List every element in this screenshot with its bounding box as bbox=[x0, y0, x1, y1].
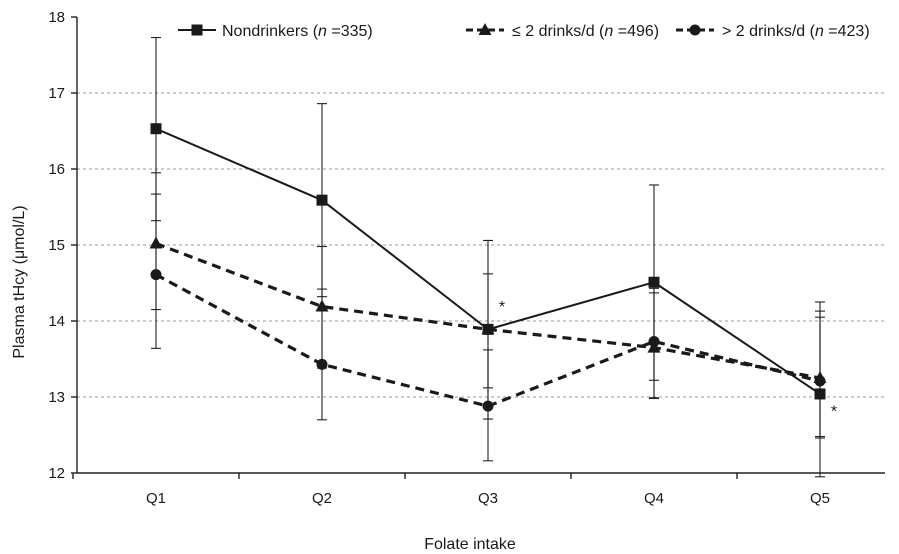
gridlines bbox=[77, 92, 885, 398]
legend: Nondrinkers (n =335) ≤ 2 drinks/d (n =496… bbox=[178, 23, 870, 40]
legend-marker-triangle bbox=[478, 23, 492, 35]
data-point-triangle bbox=[315, 299, 329, 312]
data-point-circle bbox=[482, 400, 494, 412]
legend-marker-circle bbox=[689, 24, 701, 36]
legend-label: Nondrinkers (n =335) bbox=[222, 23, 373, 40]
data-point-square bbox=[814, 388, 826, 400]
y-tick-label: 16 bbox=[48, 161, 65, 178]
legend-label: ≤ 2 drinks/d (n =496) bbox=[512, 23, 659, 40]
y-tick-label: 12 bbox=[48, 465, 65, 482]
y-tick-label: 14 bbox=[48, 313, 65, 330]
x-tick-label: Q5 bbox=[810, 490, 830, 507]
data-point-triangle bbox=[149, 236, 163, 249]
data-point-square bbox=[316, 194, 328, 206]
y-tick-label: 18 bbox=[48, 9, 65, 26]
data-point-square bbox=[150, 123, 162, 135]
significance-marker: * bbox=[499, 299, 505, 316]
x-tick-label: Q4 bbox=[644, 490, 664, 507]
y-tick-label: 15 bbox=[48, 237, 65, 254]
data-point-circle bbox=[814, 375, 826, 387]
series-markers bbox=[149, 123, 827, 412]
y-tick-label: 13 bbox=[48, 389, 65, 406]
series-line-circle bbox=[155, 273, 821, 408]
data-point-square bbox=[648, 276, 660, 288]
annotations: ** bbox=[499, 299, 837, 421]
axes bbox=[71, 16, 885, 479]
x-tick-label: Q1 bbox=[146, 490, 166, 507]
x-tick-label: Q2 bbox=[312, 490, 332, 507]
data-point-circle bbox=[648, 336, 660, 348]
y-axis-title: Plasma tHcy (μmol/L) bbox=[11, 205, 28, 358]
tick-labels: 12 13 14 15 16 17 18 Q1 Q2 Q3 Q4 Q5 bbox=[48, 9, 830, 507]
x-axis-title: Folate intake bbox=[424, 536, 516, 553]
x-tick-label: Q3 bbox=[478, 490, 498, 507]
y-tick-label: 17 bbox=[48, 85, 65, 102]
data-point-circle bbox=[150, 269, 162, 281]
data-point-triangle bbox=[481, 322, 495, 335]
legend-label: > 2 drinks/d (n =423) bbox=[722, 23, 870, 40]
legend-marker-square bbox=[191, 24, 203, 36]
data-point-circle bbox=[316, 358, 328, 370]
significance-marker: * bbox=[831, 404, 837, 421]
